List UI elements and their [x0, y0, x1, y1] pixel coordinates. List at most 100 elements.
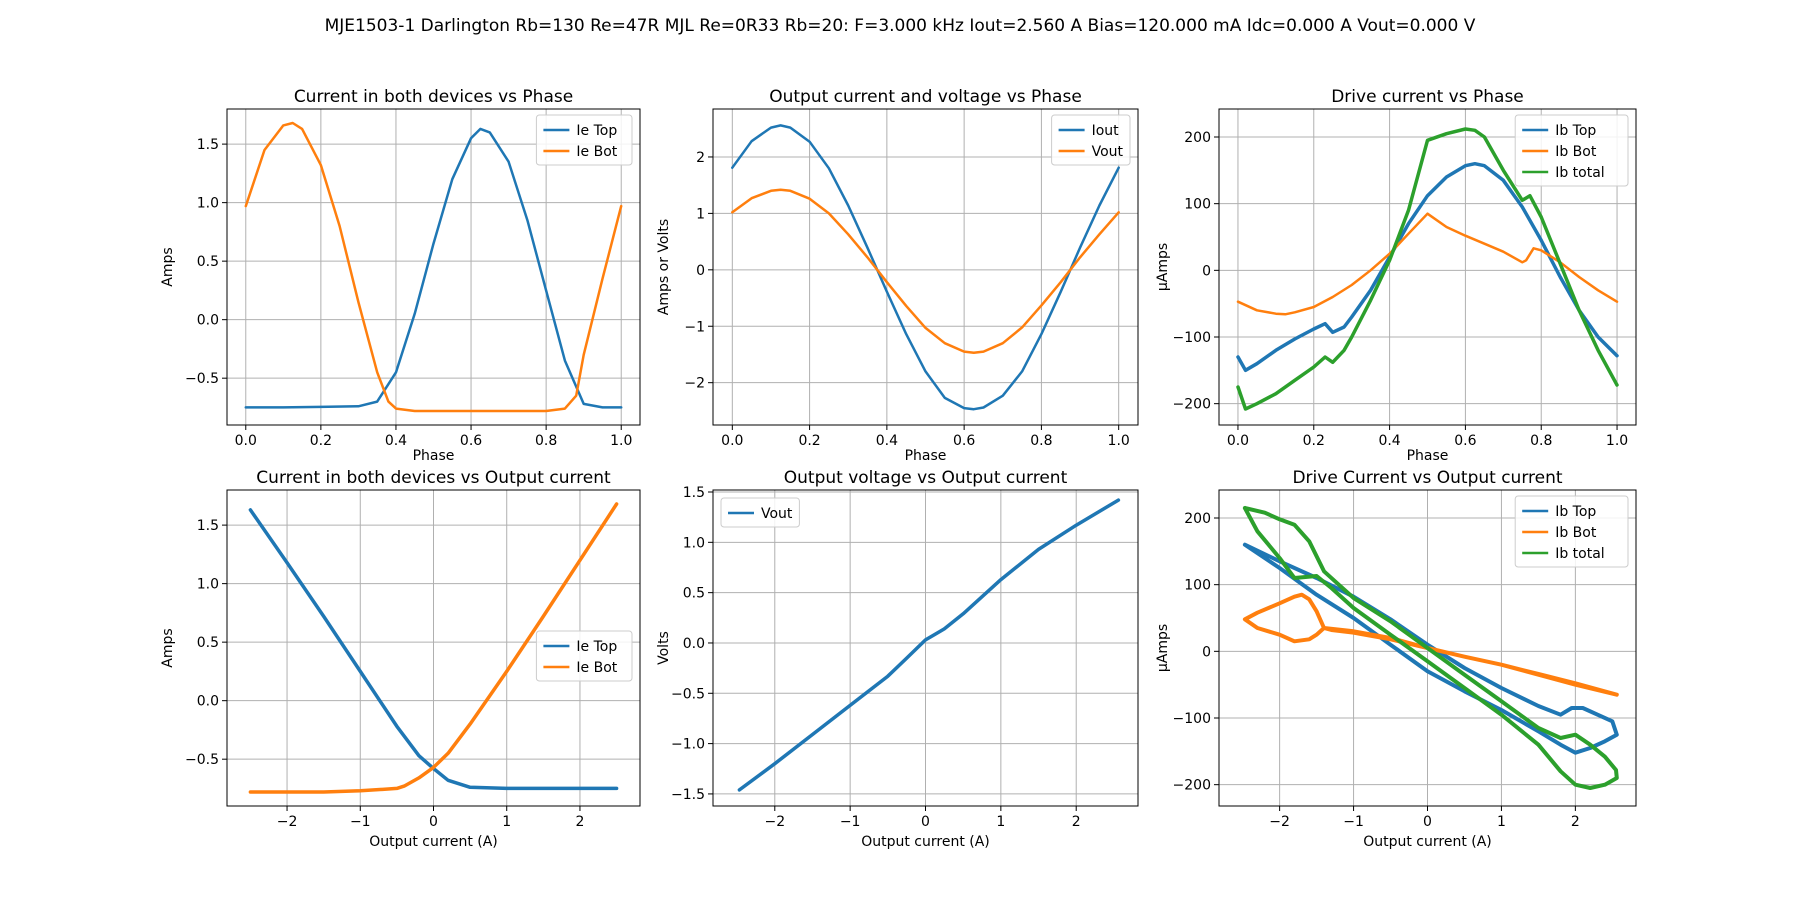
chart-4-legend-label-1: Ie Bot	[576, 660, 617, 676]
chart-2-panel: 0.0 0.2 0.4 0.6 0.8 1.0 −2 −1 0 1 2 Output current …	[656, 87, 1139, 464]
chart-3-ytick-label-4: 200	[1184, 130, 1211, 146]
chart-4-xtick-label-1: −1	[350, 814, 371, 830]
chart-4-ytick-label-1: 0.0	[197, 694, 219, 710]
chart-5-xtick-label-3: 1	[996, 814, 1005, 830]
chart-2-legend-label-1: Vout	[1092, 144, 1124, 160]
chart-1-xtick-label-4: 0.8	[535, 433, 557, 449]
chart-2-ytick-label-3: 1	[696, 206, 705, 222]
chart-3-ylabel: µAmps	[1155, 243, 1171, 291]
chart-5-legend: Vout	[720, 497, 800, 528]
chart-5-ytick-label-1: −1.0	[671, 737, 705, 753]
chart-1-ytick-label-1: 0.0	[197, 313, 219, 329]
chart-1-legend-label-0: Ie Top	[576, 123, 617, 139]
chart-4-xtick-label-4: 2	[575, 814, 584, 830]
chart-4-legend-box	[535, 630, 633, 682]
chart-1-xtick-label-2: 0.4	[385, 433, 407, 449]
chart-4-legend-label-0: Ie Top	[576, 639, 617, 655]
chart-5-ytick-label-2: −0.5	[671, 686, 705, 702]
chart-3-legend: Ib Top Ib Bot Ib total	[1514, 114, 1629, 187]
chart-3-legend-label-2: Ib total	[1555, 165, 1604, 181]
chart-3-xlabel: Phase	[1407, 448, 1449, 464]
chart-3-series-group	[1236, 127, 1619, 411]
chart-1-ytick-label-2: 0.5	[197, 254, 219, 270]
chart-2-ytick-label-0: −2	[684, 376, 705, 392]
chart-6-panel: −2 −1 0 1 2 −200 −100 0 100 200 Drive Current vs O…	[1155, 468, 1637, 850]
chart-2-legend-box	[1051, 114, 1131, 166]
chart-1-series-ie-bot	[244, 121, 623, 413]
chart-4-xtick-label-2: 0	[429, 814, 438, 830]
chart-3-series-ib-top	[1236, 161, 1619, 373]
chart-2-frame	[712, 108, 1139, 426]
chart-1-xtick-label-5: 1.0	[610, 433, 632, 449]
chart-6-ylabel: µAmps	[1155, 624, 1171, 672]
chart-1-title: Current in both devices vs Phase	[294, 87, 573, 107]
chart-6-ytick-label-0: −200	[1173, 778, 1211, 794]
chart-4-ytick-label-0: −0.5	[185, 752, 219, 768]
chart-1-ytick-label-4: 1.5	[197, 137, 219, 153]
chart-4-title: Current in both devices vs Output curren…	[256, 468, 611, 488]
chart-4-legend: Ie Top Ie Bot	[535, 630, 633, 682]
chart-3-xtick-label-5: 1.0	[1606, 433, 1628, 449]
chart-3-xtick-label-4: 0.8	[1530, 433, 1552, 449]
chart-1-ytick-label-3: 1.0	[197, 196, 219, 212]
chart-6-legend-label-2: Ib total	[1555, 546, 1604, 562]
chart-5-xtick-label-4: 2	[1072, 814, 1081, 830]
chart-4-xlabel: Output current (A)	[369, 834, 498, 850]
chart-2-xtick-label-4: 0.8	[1030, 433, 1052, 449]
chart-5-title: Output voltage vs Output current	[784, 468, 1068, 488]
chart-1-panel: 0.0 0.2 0.4 0.6 0.8 1.0 −0.5 0.0 0.5 1.0 1.5 Curren…	[160, 87, 641, 464]
chart-3-xtick-label-3: 0.6	[1454, 433, 1476, 449]
chart-6-xlabel: Output current (A)	[1363, 834, 1492, 850]
chart-6-xtick-label-2: 0	[1423, 814, 1432, 830]
chart-3-ytick-label-2: 0	[1202, 263, 1211, 279]
chart-3-panel: 0.0 0.2 0.4 0.6 0.8 1.0 −200 −100 0 100 200 Drive c…	[1155, 87, 1637, 464]
chart-5-legend-label-0: Vout	[761, 506, 793, 522]
chart-6-series-ib-bot	[1242, 592, 1619, 697]
chart-3-frame	[1218, 108, 1637, 426]
chart-5-ytick-label-0: −1.5	[671, 787, 705, 803]
chart-5-ytick-label-4: 0.5	[683, 586, 705, 602]
chart-1-frame	[226, 108, 641, 426]
chart-2-series-group	[731, 124, 1120, 411]
chart-6-xtick-label-0: −2	[1269, 814, 1290, 830]
chart-6-legend-box	[1514, 495, 1629, 568]
chart-2-xtick-label-1: 0.2	[798, 433, 820, 449]
chart-6-ytick-label-4: 200	[1184, 511, 1211, 527]
chart-2-xlabel: Phase	[905, 448, 947, 464]
chart-1-series-ie-top	[244, 127, 623, 409]
chart-5-legend-box	[720, 497, 800, 528]
chart-6-xtick-label-4: 2	[1571, 814, 1580, 830]
chart-2-xtick-label-5: 1.0	[1108, 433, 1130, 449]
chart-6-ytick-label-3: 100	[1184, 578, 1211, 594]
chart-5-xtick-label-0: −2	[764, 814, 785, 830]
chart-3-series-ib-total	[1236, 127, 1619, 411]
chart-1-xlabel: Phase	[413, 448, 455, 464]
chart-2-ylabel: Amps or Volts	[656, 219, 672, 315]
chart-2-ytick-label-1: −1	[684, 319, 705, 335]
chart-1-legend-box	[535, 114, 633, 166]
chart-2-ytick-label-4: 2	[696, 150, 705, 166]
chart-1-legend: Ie Top Ie Bot	[535, 114, 633, 166]
chart-5-series-group	[737, 498, 1121, 792]
chart-3-series-ib-bot	[1236, 212, 1619, 316]
chart-1-xtick-label-1: 0.2	[310, 433, 332, 449]
chart-6-series-ib-total	[1242, 506, 1619, 790]
chart-5-ytick-label-6: 1.5	[683, 485, 705, 501]
chart-4-xtick-label-0: −2	[277, 814, 298, 830]
chart-6-xtick-label-1: −1	[1343, 814, 1364, 830]
chart-2-legend-label-0: Iout	[1092, 123, 1120, 139]
chart-4-ytick-label-2: 0.5	[197, 635, 219, 651]
chart-5-ylabel: Volts	[656, 631, 672, 665]
chart-2-series-vout	[731, 188, 1120, 355]
chart-3-title: Drive current vs Phase	[1331, 87, 1524, 107]
chart-1-series-group	[244, 121, 623, 413]
chart-1-ylabel: Amps	[160, 247, 176, 286]
chart-4-ylabel: Amps	[160, 628, 176, 667]
chart-6-legend: Ib Top Ib Bot Ib total	[1514, 495, 1629, 568]
chart-4-series-group	[248, 502, 619, 794]
chart-5-series-vout	[737, 498, 1121, 792]
chart-2-xtick-label-3: 0.6	[953, 433, 975, 449]
chart-2-legend: Iout Vout	[1051, 114, 1131, 166]
chart-2-ytick-label-2: 0	[696, 263, 705, 279]
chart-3-legend-label-0: Ib Top	[1555, 123, 1596, 139]
